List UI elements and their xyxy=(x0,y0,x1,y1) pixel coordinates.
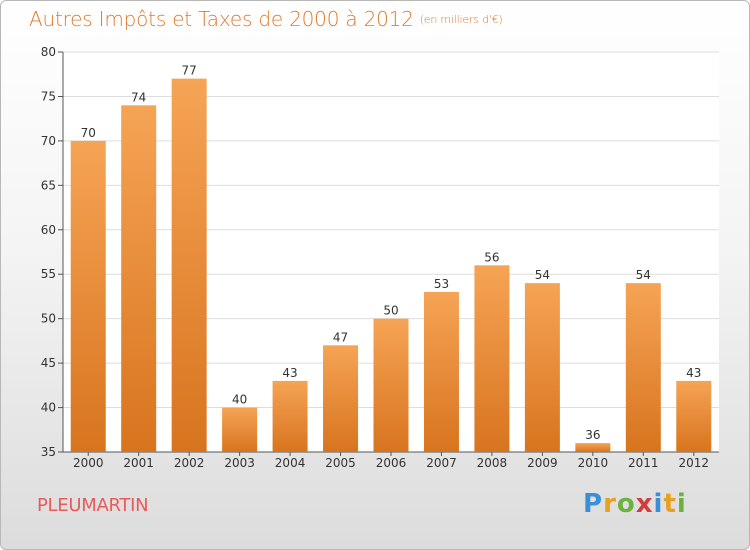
bar-value-label: 36 xyxy=(585,428,600,442)
chart-unit: (en milliers d'€) xyxy=(419,13,503,26)
bar-value-label: 47 xyxy=(333,330,348,344)
y-tick-label: 60 xyxy=(41,223,56,237)
x-tick-label: 2006 xyxy=(376,456,407,470)
bar-value-label: 74 xyxy=(131,90,146,104)
x-tick-label: 2004 xyxy=(275,456,306,470)
bar-value-label: 54 xyxy=(535,268,550,282)
bar-value-label: 70 xyxy=(81,126,96,140)
bar xyxy=(625,283,661,452)
bar-value-label: 50 xyxy=(383,304,398,318)
y-tick-label: 50 xyxy=(41,312,56,326)
logo-letter: x xyxy=(635,489,654,519)
x-tick-label: 2007 xyxy=(426,456,457,470)
logo-letter: o xyxy=(616,489,636,519)
bar-value-label: 53 xyxy=(434,277,449,291)
bar xyxy=(423,292,459,452)
bar xyxy=(474,265,510,452)
proxiti-logo: Proxiti xyxy=(583,489,687,519)
bar xyxy=(272,380,308,452)
bar-value-label: 54 xyxy=(636,268,651,282)
logo-letter: P xyxy=(583,489,604,519)
y-tick-label: 80 xyxy=(41,45,56,59)
y-tick-label: 35 xyxy=(41,445,56,459)
x-tick-label: 2002 xyxy=(174,456,205,470)
bar xyxy=(222,407,258,452)
bar xyxy=(373,318,409,452)
x-tick-label: 2008 xyxy=(477,456,508,470)
x-tick-label: 2009 xyxy=(527,456,558,470)
x-tick-label: 2000 xyxy=(73,456,104,470)
y-tick-label: 70 xyxy=(41,134,56,148)
bar-value-label: 77 xyxy=(182,64,197,78)
chart-title: Autres Impôts et Taxes de 2000 à 2012 (en… xyxy=(29,7,503,31)
x-tick-label: 2003 xyxy=(224,456,255,470)
bar xyxy=(575,443,611,452)
y-tick-label: 55 xyxy=(41,267,56,281)
logo-letter: r xyxy=(603,489,617,519)
x-tick-label: 2010 xyxy=(578,456,609,470)
logo-letter: t xyxy=(663,489,677,519)
x-tick-label: 2001 xyxy=(123,456,154,470)
y-tick-label: 40 xyxy=(41,401,56,415)
chart-title-text: Autres Impôts et Taxes de 2000 à 2012 xyxy=(29,7,414,31)
y-tick-label: 65 xyxy=(41,178,56,192)
bar xyxy=(323,345,359,452)
bar xyxy=(676,380,712,452)
bar-value-label: 56 xyxy=(484,250,499,264)
logo-letter: i xyxy=(676,489,687,519)
x-tick-label: 2012 xyxy=(678,456,709,470)
bar xyxy=(121,105,157,452)
bar-value-label: 43 xyxy=(282,366,297,380)
bar xyxy=(524,283,560,452)
bar xyxy=(70,140,106,452)
x-tick-label: 2011 xyxy=(628,456,659,470)
logo-letter: i xyxy=(653,489,664,519)
bar xyxy=(171,78,207,453)
x-tick-label: 2005 xyxy=(325,456,356,470)
bar-value-label: 43 xyxy=(686,366,701,380)
y-tick-label: 45 xyxy=(41,356,56,370)
commune-name: PLEUMARTIN xyxy=(37,495,149,516)
bar-value-label: 40 xyxy=(232,393,247,407)
y-tick-label: 75 xyxy=(41,89,56,103)
